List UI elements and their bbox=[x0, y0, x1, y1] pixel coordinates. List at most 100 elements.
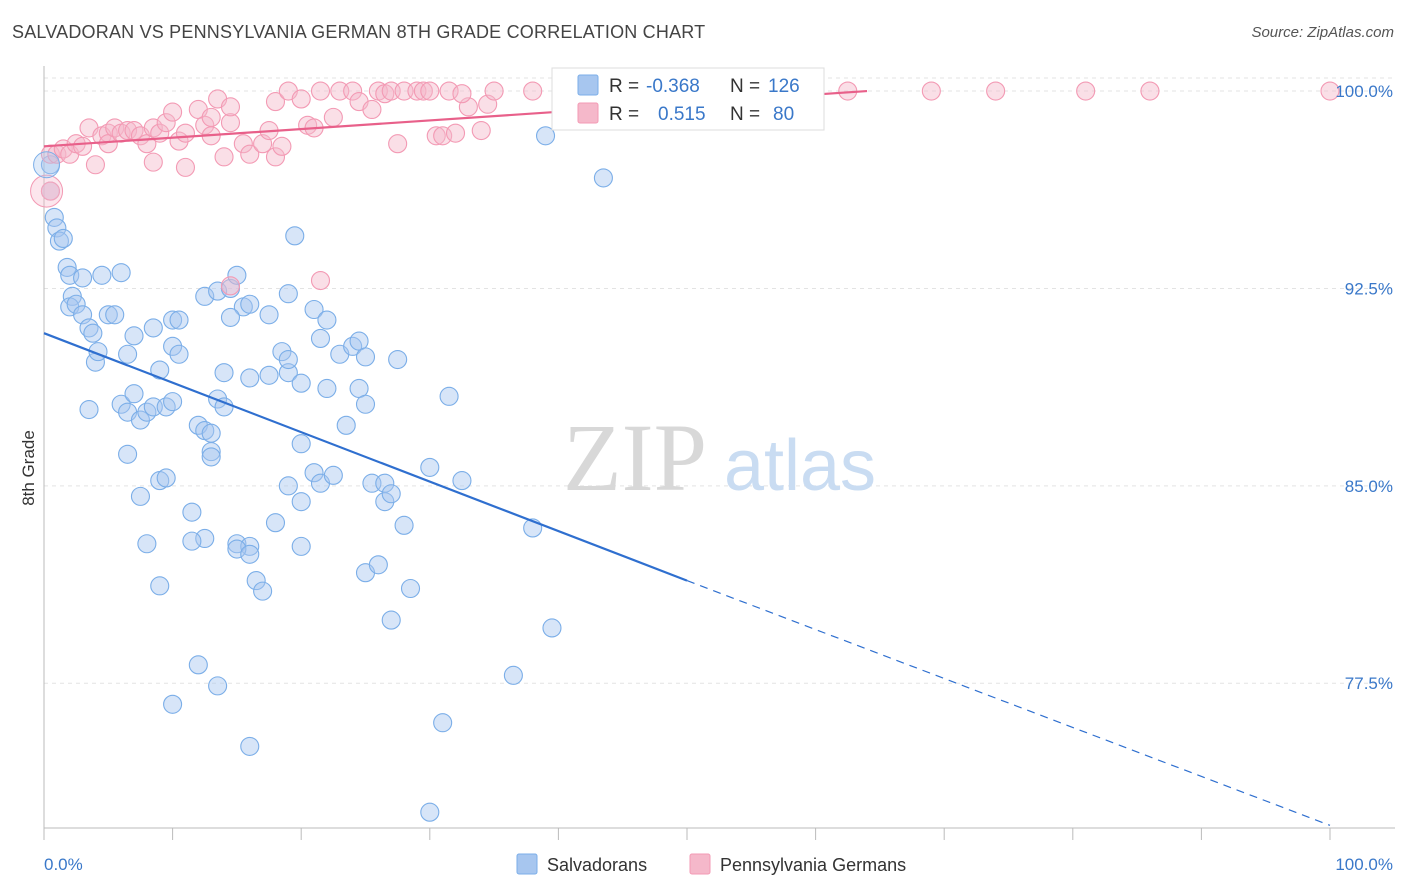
scatter-points bbox=[30, 81, 1340, 822]
legend-swatch-penn-germans bbox=[577, 102, 599, 124]
salvadoran-point-23 bbox=[143, 318, 163, 338]
salvadoran-point-77 bbox=[156, 468, 176, 488]
salvadoran-point-97 bbox=[182, 531, 202, 551]
salvadoran-point-112 bbox=[163, 694, 183, 714]
y-tick-label-3: 100.0% bbox=[1335, 82, 1393, 101]
salvadoran-point-42 bbox=[343, 336, 363, 356]
y-tick-label-2: 92.5% bbox=[1345, 279, 1393, 298]
penn-german-point-72 bbox=[921, 81, 941, 101]
penn-german-point-24 bbox=[175, 123, 196, 143]
salvadoran-point-103 bbox=[246, 571, 266, 591]
penn-german-point-78 bbox=[310, 271, 331, 291]
salvadoran-point-98 bbox=[227, 539, 247, 559]
y-tick-label-0: 77.5% bbox=[1345, 674, 1393, 693]
salvadoran-point-82 bbox=[265, 513, 286, 533]
salvadoran-point-32 bbox=[227, 265, 247, 285]
salvadoran-point-83 bbox=[278, 476, 298, 496]
salvadoran-point-94 bbox=[452, 471, 472, 491]
penn-german-point-50 bbox=[362, 99, 382, 120]
salvadoran-point-72 bbox=[118, 444, 138, 464]
penn-german-point-22 bbox=[163, 102, 183, 122]
penn-german-point-34 bbox=[233, 134, 253, 154]
legend-swatch-salvadorans bbox=[577, 74, 599, 96]
salvadoran-point-69 bbox=[355, 394, 376, 414]
salvadoran-trend-extension bbox=[686, 580, 1331, 826]
penn-german-point-66 bbox=[484, 81, 504, 101]
x-tick-labels: 0.0% 100.0% bbox=[44, 855, 1393, 874]
salvadoran-point-63 bbox=[278, 363, 298, 383]
salvadoran-point-62 bbox=[272, 342, 292, 362]
penn-german-point-67 bbox=[523, 81, 543, 101]
salvadoran-point-107 bbox=[400, 578, 421, 599]
salvadoran-point-78 bbox=[182, 502, 202, 522]
salvadoran-point-18 bbox=[105, 305, 125, 325]
penn-german-point-45 bbox=[310, 81, 331, 101]
salvadoran-point-100 bbox=[291, 536, 311, 556]
penn-german-point-18 bbox=[143, 118, 163, 138]
penn-german-point-25 bbox=[175, 157, 196, 177]
salvadoran-point-118 bbox=[535, 126, 556, 146]
bottom-legend-label-salvadorans: Salvadorans bbox=[547, 855, 647, 875]
salvadoran-point-28 bbox=[169, 344, 189, 364]
salvadoran-point-66 bbox=[317, 378, 337, 399]
salvadoran-point-39 bbox=[317, 310, 337, 330]
penn-german-point-73 bbox=[986, 81, 1006, 101]
salvadoran-point-44 bbox=[355, 347, 376, 367]
salvadoran-point-11 bbox=[73, 268, 93, 288]
penn-german-point-76 bbox=[1320, 81, 1340, 101]
salvadoran-point-19 bbox=[111, 263, 131, 283]
salvadoran-point-25 bbox=[169, 310, 189, 330]
salvadoran-point-48 bbox=[124, 384, 144, 404]
penn-german-point-8 bbox=[85, 155, 105, 175]
salvadoran-point-56 bbox=[201, 423, 221, 443]
salvadoran-point-50 bbox=[137, 402, 157, 422]
salvadoran-point-34 bbox=[220, 307, 241, 327]
salvadoran-point-71 bbox=[291, 434, 311, 454]
penn-german-point-57 bbox=[413, 81, 433, 101]
salvadoran-point-108 bbox=[542, 618, 562, 638]
penn-german-point-19 bbox=[143, 152, 163, 172]
salvadoran-point-14 bbox=[83, 323, 103, 343]
penn-german-point-38 bbox=[265, 92, 286, 112]
penn-german-point-27 bbox=[195, 115, 215, 135]
penn-german-point-54 bbox=[388, 134, 408, 154]
salvadoran-point-27 bbox=[163, 336, 183, 356]
penn-german-point-32 bbox=[220, 113, 241, 133]
salvadoran-point-111 bbox=[503, 665, 523, 685]
penn-german-point-58 bbox=[420, 81, 440, 101]
bottom-legend-swatch-penn-germans bbox=[689, 853, 711, 875]
salvadoran-point-15 bbox=[92, 265, 112, 285]
salvadoran-point-6 bbox=[57, 257, 77, 277]
bottom-legend-label-penn-germans: Pennsylvania Germans bbox=[720, 855, 906, 875]
penn-german-point-59 bbox=[426, 126, 446, 146]
salvadoran-point-46 bbox=[111, 394, 131, 414]
legend-n-value-1: 126 bbox=[768, 76, 800, 97]
salvadoran-point-85 bbox=[304, 463, 324, 483]
legend-r-value-1: -0.368 bbox=[646, 76, 700, 97]
salvadoran-trend-line bbox=[43, 332, 688, 582]
penn-german-point-40 bbox=[272, 136, 292, 156]
penn-german-point-6 bbox=[73, 136, 93, 156]
watermark-atlas: atlas bbox=[724, 426, 876, 506]
penn-german-point-21 bbox=[156, 113, 176, 133]
legend-r-label-2: R = bbox=[609, 104, 639, 125]
salvadoran-point-90 bbox=[375, 473, 395, 493]
salvadoran-point-13 bbox=[79, 318, 99, 338]
salvadoran-point-113 bbox=[240, 736, 260, 756]
salvadoran-point-64 bbox=[278, 349, 298, 370]
penn-german-point-0 bbox=[40, 181, 60, 201]
legend-r-value-2: 0.515 bbox=[658, 104, 706, 125]
salvadoran-point-40 bbox=[310, 328, 331, 349]
salvadoran-point-75 bbox=[130, 486, 150, 506]
penn-german-point-74 bbox=[1076, 81, 1096, 101]
salvadoran-point-109 bbox=[188, 655, 208, 675]
penn-german-point-48 bbox=[343, 81, 363, 101]
salvadoran-point-21 bbox=[118, 344, 138, 364]
salvadoran-point-59 bbox=[214, 363, 234, 383]
penn-german-point-64 bbox=[471, 120, 491, 141]
salvadoran-point-26 bbox=[150, 360, 170, 380]
salvadoran-point-35 bbox=[240, 294, 260, 314]
penn-german-point-75 bbox=[1140, 81, 1160, 101]
penn-german-point-33 bbox=[220, 97, 241, 117]
